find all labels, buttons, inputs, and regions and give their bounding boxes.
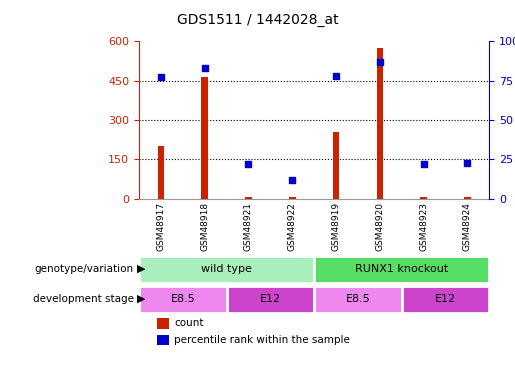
Bar xyxy=(158,146,164,199)
Text: GSM48918: GSM48918 xyxy=(200,202,209,251)
Text: GSM48923: GSM48923 xyxy=(419,202,428,251)
Text: genotype/variation: genotype/variation xyxy=(35,264,134,274)
Point xyxy=(201,65,209,71)
Point xyxy=(419,161,427,167)
Text: ▶: ▶ xyxy=(136,264,145,274)
Bar xyxy=(289,196,296,199)
Text: E8.5: E8.5 xyxy=(346,294,370,304)
Point xyxy=(332,73,340,79)
Text: wild type: wild type xyxy=(201,264,252,274)
Bar xyxy=(314,256,489,283)
Point xyxy=(157,75,165,81)
Point xyxy=(288,177,297,183)
Bar xyxy=(333,132,339,199)
Text: count: count xyxy=(174,318,203,328)
Text: GSM48921: GSM48921 xyxy=(244,202,253,251)
Text: GSM48922: GSM48922 xyxy=(288,202,297,251)
Bar xyxy=(227,286,314,313)
Text: RUNX1 knockout: RUNX1 knockout xyxy=(355,264,449,274)
Bar xyxy=(420,196,427,199)
Bar xyxy=(139,286,227,313)
Bar xyxy=(157,318,169,328)
Text: ▶: ▶ xyxy=(136,294,145,304)
Text: development stage: development stage xyxy=(33,294,134,304)
Text: GSM48919: GSM48919 xyxy=(332,202,340,251)
Text: GSM48917: GSM48917 xyxy=(157,202,165,251)
Text: GSM48920: GSM48920 xyxy=(375,202,384,251)
Text: percentile rank within the sample: percentile rank within the sample xyxy=(174,335,350,345)
Bar xyxy=(464,196,471,199)
Bar xyxy=(402,286,489,313)
Text: GSM48924: GSM48924 xyxy=(463,202,472,251)
Bar xyxy=(157,335,169,345)
Text: E12: E12 xyxy=(435,294,456,304)
Point xyxy=(244,161,252,167)
Point xyxy=(375,59,384,65)
Text: E12: E12 xyxy=(260,294,281,304)
Text: E8.5: E8.5 xyxy=(170,294,195,304)
Bar xyxy=(314,286,402,313)
Bar xyxy=(376,48,383,199)
Bar xyxy=(245,196,252,199)
Point xyxy=(464,159,472,165)
Text: GDS1511 / 1442028_at: GDS1511 / 1442028_at xyxy=(177,13,338,27)
Bar xyxy=(201,78,208,199)
Bar xyxy=(139,256,314,283)
